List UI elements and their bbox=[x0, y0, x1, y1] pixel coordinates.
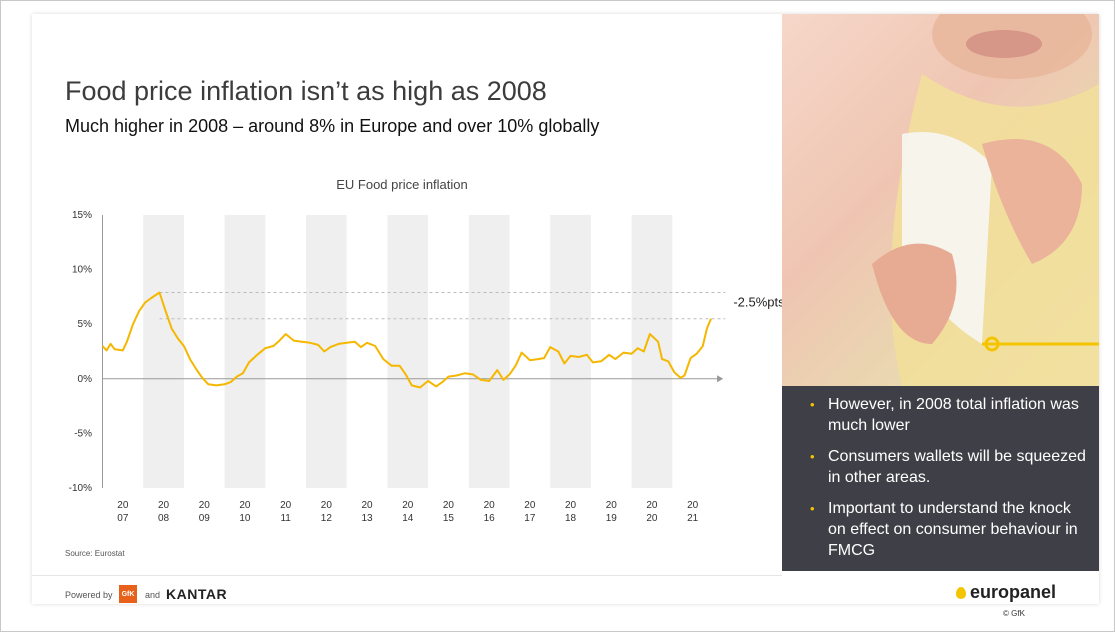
shopper-photo bbox=[782, 14, 1099, 386]
x-tick-label: 20 bbox=[484, 500, 496, 511]
x-tick-label: 19 bbox=[606, 513, 618, 524]
x-tick-label: 20 bbox=[361, 500, 373, 511]
insight-bullet: • Consumers wallets will be squeezed in … bbox=[806, 446, 1086, 488]
copyright-note: © GfK bbox=[1003, 609, 1025, 618]
year-band bbox=[387, 215, 429, 488]
x-tick-label: 20 bbox=[606, 500, 618, 511]
year-band bbox=[306, 215, 347, 488]
x-tick-label: 20 bbox=[158, 500, 170, 511]
x-tick-label: 18 bbox=[565, 513, 577, 524]
bullet-icon: • bbox=[810, 397, 815, 412]
x-tick-label: 07 bbox=[117, 513, 129, 524]
kantar-logo: KANTAR bbox=[166, 586, 228, 602]
x-tick-label: 20 bbox=[646, 513, 658, 524]
insight-panel: • However, in 2008 total inflation was m… bbox=[782, 386, 1099, 571]
source-note: Source: Eurostat bbox=[65, 549, 125, 558]
and-label: and bbox=[145, 590, 161, 600]
x-tick-label: 20 bbox=[402, 500, 414, 511]
year-band bbox=[224, 215, 266, 488]
x-tick-label: 20 bbox=[199, 500, 211, 511]
slide: Food price inflation isn’t as high as 20… bbox=[32, 14, 1099, 604]
x-tick-label: 12 bbox=[321, 513, 333, 524]
x-tick-label: 20 bbox=[565, 500, 577, 511]
x-tick-label: 09 bbox=[199, 513, 211, 524]
x-tick-label: 15 bbox=[443, 513, 455, 524]
y-tick-label: 15% bbox=[72, 210, 92, 221]
x-axis-arrow bbox=[717, 375, 724, 383]
x-tick-label: 10 bbox=[239, 513, 251, 524]
gap-annotation: -2.5%pts bbox=[733, 295, 782, 310]
x-tick-label: 20 bbox=[687, 500, 699, 511]
page-subtitle: Much higher in 2008 – around 8% in Europ… bbox=[65, 116, 600, 136]
x-tick-label: 11 bbox=[280, 513, 291, 524]
insight-bullet: • Important to understand the knock on e… bbox=[806, 498, 1086, 561]
x-tick-label: 20 bbox=[443, 500, 455, 511]
year-band bbox=[468, 215, 510, 488]
x-tick-label: 20 bbox=[646, 500, 658, 511]
inflation-series-line bbox=[101, 291, 712, 389]
bullet-icon: • bbox=[810, 449, 815, 464]
page-title: Food price inflation isn’t as high as 20… bbox=[65, 76, 547, 106]
y-tick-label: -10% bbox=[69, 483, 92, 494]
x-tick-label: 20 bbox=[280, 500, 292, 511]
europanel-logo: europanel bbox=[956, 582, 1056, 603]
insight-text: Consumers wallets will be squeezed in ot… bbox=[828, 448, 1086, 486]
x-tick-label: 13 bbox=[361, 513, 373, 524]
y-tick-label: -5% bbox=[74, 428, 92, 439]
x-tick-label: 20 bbox=[239, 500, 251, 511]
powered-by-label: Powered by bbox=[65, 590, 113, 600]
year-band bbox=[631, 215, 673, 488]
x-tick-label: 08 bbox=[158, 513, 170, 524]
x-tick-label: 17 bbox=[524, 513, 536, 524]
chart-title: EU Food price inflation bbox=[336, 177, 468, 192]
footer-divider bbox=[32, 575, 782, 576]
y-tick-label: 5% bbox=[78, 319, 93, 330]
europanel-wordmark: europanel bbox=[970, 582, 1057, 602]
x-tick-label: 20 bbox=[117, 500, 129, 511]
bullet-icon: • bbox=[810, 501, 815, 516]
x-tick-label: 20 bbox=[321, 500, 333, 511]
year-band bbox=[143, 215, 184, 488]
insight-text: Important to understand the knock on eff… bbox=[828, 500, 1078, 559]
insight-list: • However, in 2008 total inflation was m… bbox=[806, 394, 1086, 571]
x-tick-label: 14 bbox=[402, 513, 414, 524]
x-tick-label: 16 bbox=[484, 513, 496, 524]
insight-text: However, in 2008 total inflation was muc… bbox=[828, 396, 1079, 434]
y-tick-label: 0% bbox=[78, 374, 93, 385]
inflation-chart: EU Food price inflation 15% 10% 5% 0% -5% -10%… bbox=[69, 177, 782, 524]
y-tick-label: 10% bbox=[72, 265, 92, 276]
x-tick-label: 21 bbox=[687, 513, 699, 524]
x-tick-label: 20 bbox=[524, 500, 536, 511]
insight-bullet: • However, in 2008 total inflation was m… bbox=[806, 394, 1086, 436]
gfk-logo: GfK bbox=[119, 585, 137, 603]
europanel-pin-icon bbox=[956, 587, 966, 599]
